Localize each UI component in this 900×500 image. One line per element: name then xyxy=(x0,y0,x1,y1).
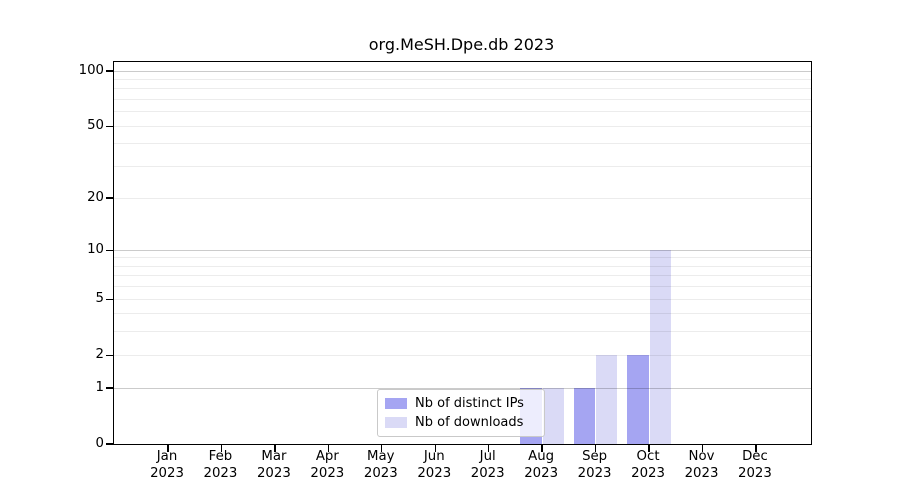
x-tick-label: Jan 2023 xyxy=(132,449,202,482)
x-tick-label: Oct 2023 xyxy=(613,449,683,482)
x-tick-label: Jun 2023 xyxy=(399,449,469,482)
x-tick-label: Aug 2023 xyxy=(506,449,576,482)
x-tick-year: 2023 xyxy=(150,465,184,481)
y-tick-label: 50 xyxy=(87,118,104,134)
y-tick-label: 100 xyxy=(78,63,104,79)
gridline-major xyxy=(114,387,811,389)
x-tick-mark xyxy=(381,445,383,452)
x-tick-year: 2023 xyxy=(684,465,719,481)
y-tick-mark xyxy=(105,125,113,127)
x-tick-label: Nov 2023 xyxy=(667,449,737,482)
gridline-minor xyxy=(114,125,811,127)
x-tick-month: Feb xyxy=(208,449,233,464)
legend: Nb of distinct IPs Nb of downloads xyxy=(377,389,545,437)
x-tick-year: 2023 xyxy=(524,465,559,481)
x-tick-month: Aug xyxy=(528,449,555,464)
x-tick-month: Sep xyxy=(582,449,608,464)
gridline-minor xyxy=(114,275,811,277)
y-tick-mark xyxy=(105,354,113,356)
gridline-minor xyxy=(114,166,811,168)
y-tick-mark xyxy=(105,197,113,199)
legend-swatch-downloads xyxy=(385,417,407,428)
x-tick-mark xyxy=(755,445,757,452)
x-tick-year: 2023 xyxy=(631,465,665,481)
gridline-minor xyxy=(114,257,811,259)
legend-item-distinct-ips: Nb of distinct IPs xyxy=(385,396,536,412)
x-tick-mark xyxy=(541,445,543,452)
y-tick-label: 10 xyxy=(87,242,104,258)
y-tick-mark xyxy=(105,443,113,445)
gridline-minor xyxy=(114,313,811,315)
x-tick-mark xyxy=(220,445,223,452)
x-tick-label: Sep 2023 xyxy=(560,449,630,482)
x-tick-mark xyxy=(701,445,704,452)
bar-distinct-ips-oct xyxy=(627,355,649,444)
gridline-minor xyxy=(114,197,811,199)
legend-item-downloads: Nb of downloads xyxy=(385,415,536,431)
x-tick-year: 2023 xyxy=(577,465,612,481)
y-tick-mark xyxy=(105,387,113,389)
x-tick-label: Jul 2023 xyxy=(453,449,523,482)
x-tick-mark xyxy=(594,445,597,452)
gridline-minor xyxy=(114,79,811,80)
x-tick-label: Mar 2023 xyxy=(239,449,309,482)
x-tick-year: 2023 xyxy=(310,465,345,481)
bar-downloads-oct xyxy=(649,250,671,444)
x-tick-label: May 2023 xyxy=(346,449,416,482)
gridline-minor xyxy=(114,265,811,267)
legend-label-downloads: Nb of downloads xyxy=(415,414,524,430)
y-tick-label: 1 xyxy=(95,379,104,395)
x-tick-mark xyxy=(274,445,276,452)
x-tick-year: 2023 xyxy=(256,465,291,481)
x-tick-mark xyxy=(488,445,490,452)
plot-area xyxy=(105,61,812,452)
y-tick-mark xyxy=(105,249,113,251)
y-tick-label: 20 xyxy=(87,189,104,205)
x-tick-mark xyxy=(648,445,650,452)
bar-downloads-aug xyxy=(542,388,564,444)
x-tick-month: Nov xyxy=(688,449,715,464)
gridline-major xyxy=(114,70,811,72)
x-tick-year: 2023 xyxy=(470,465,505,481)
x-tick-month: Apr xyxy=(315,449,339,464)
x-tick-month: May xyxy=(367,449,395,464)
gridline-major xyxy=(114,249,811,251)
x-tick-label: Feb 2023 xyxy=(185,449,255,482)
x-tick-month: Jul xyxy=(479,449,496,464)
y-tick-label: 5 xyxy=(95,291,104,307)
x-tick-mark xyxy=(327,445,330,452)
legend-swatch-distinct-ips xyxy=(385,398,407,409)
y-tick-mark xyxy=(105,70,113,72)
x-tick-year: 2023 xyxy=(738,465,772,481)
x-tick-year: 2023 xyxy=(363,465,398,481)
x-tick-label: Apr 2023 xyxy=(292,449,362,482)
gridline-minor xyxy=(114,286,811,288)
gridline-minor xyxy=(114,111,811,113)
x-tick-month: Jun xyxy=(423,449,445,464)
gridline-minor xyxy=(114,298,811,300)
x-tick-mark xyxy=(167,445,169,452)
gridline-minor xyxy=(114,143,811,145)
bar-distinct-ips-sep xyxy=(573,388,596,444)
x-tick-year: 2023 xyxy=(203,465,238,481)
legend-label-distinct-ips: Nb of distinct IPs xyxy=(415,395,524,411)
y-tick-mark xyxy=(105,298,113,300)
gridline-minor xyxy=(114,99,811,101)
y-tick-label: 2 xyxy=(95,347,104,363)
gridline-minor xyxy=(114,88,811,90)
chart-title: org.MeSH.Dpe.db 2023 xyxy=(368,35,555,54)
x-tick-label: Dec 2023 xyxy=(720,449,790,482)
x-tick-year: 2023 xyxy=(417,465,452,481)
gridline-minor xyxy=(114,331,811,333)
x-tick-month: Oct xyxy=(636,449,660,464)
gridline-minor xyxy=(114,354,811,356)
x-tick-mark xyxy=(434,445,436,452)
x-tick-month: Jan xyxy=(156,449,178,464)
y-tick-label: 0 xyxy=(95,436,104,451)
x-tick-month: Mar xyxy=(261,449,287,464)
x-tick-month: Dec xyxy=(742,449,768,464)
bar-downloads-sep xyxy=(596,355,618,444)
